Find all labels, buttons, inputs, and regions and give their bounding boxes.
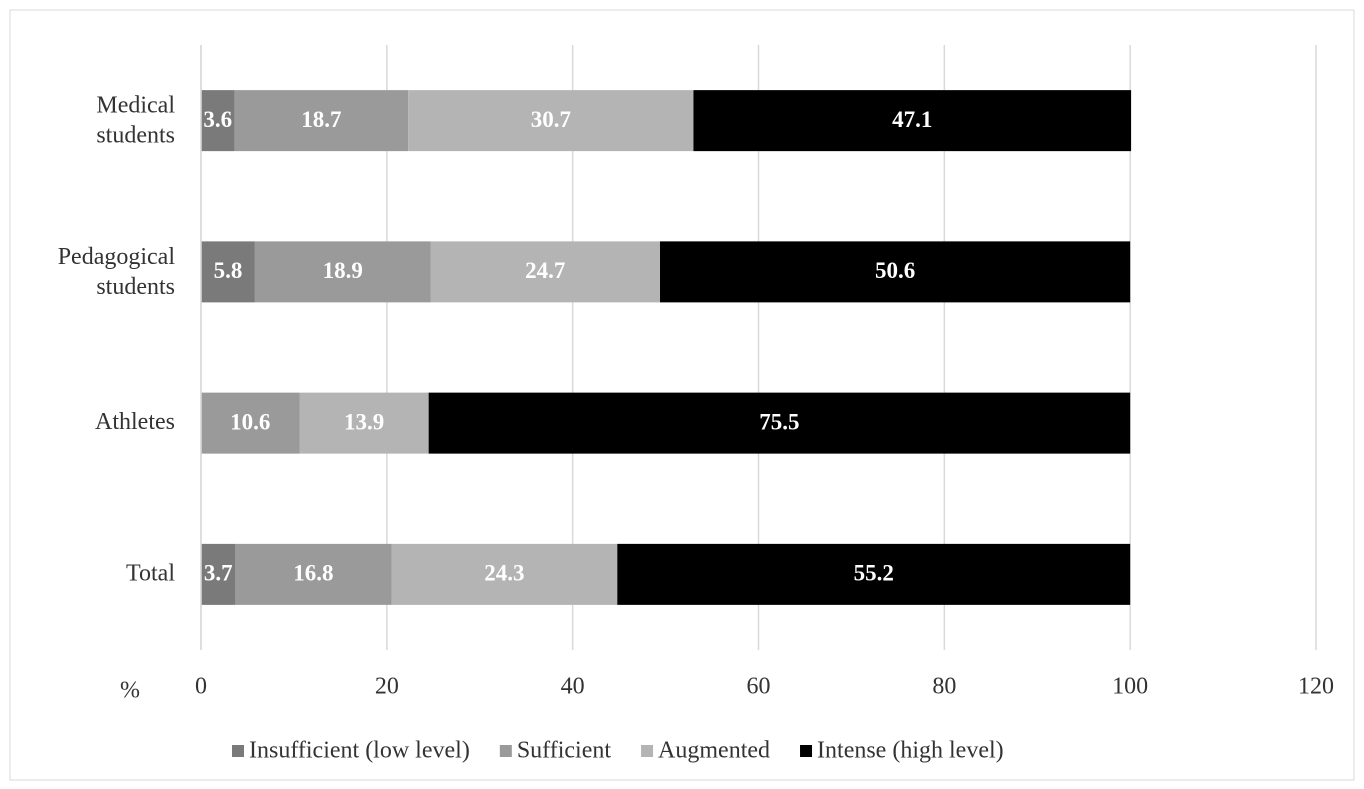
bar-segment bbox=[391, 543, 618, 605]
data-label: 18.7 bbox=[301, 107, 341, 132]
bar-segment bbox=[235, 543, 392, 605]
bar-segment bbox=[254, 241, 431, 303]
x-tick-label: 100 bbox=[1112, 674, 1148, 700]
data-label: 75.5 bbox=[759, 409, 799, 434]
legend-label: Intense (high level) bbox=[817, 738, 1004, 764]
y-tick-label-line: Medical bbox=[96, 92, 175, 118]
y-tick-label: Medical students bbox=[96, 92, 175, 148]
x-tick-label: 20 bbox=[375, 674, 399, 700]
legend-swatch bbox=[800, 745, 813, 757]
y-tick-label: Athletes bbox=[95, 409, 175, 435]
bar-segment bbox=[201, 392, 300, 454]
y-tick-label: Pedagogical students bbox=[58, 243, 176, 299]
x-tick-label: 80 bbox=[932, 674, 956, 700]
bar-segment bbox=[201, 90, 235, 152]
data-label: 5.8 bbox=[214, 258, 243, 283]
x-tick-label: 40 bbox=[561, 674, 585, 700]
bar-segment bbox=[299, 392, 429, 454]
data-label: 50.6 bbox=[875, 258, 915, 283]
data-label: 24.3 bbox=[484, 561, 524, 586]
bar-segment bbox=[234, 90, 409, 152]
bar-segment bbox=[408, 90, 694, 152]
x-axis-label: % bbox=[120, 678, 140, 704]
legend-label: Insufficient (low level) bbox=[249, 738, 470, 764]
bar-segment bbox=[201, 241, 255, 303]
bar-segment bbox=[201, 543, 236, 605]
data-label: 18.9 bbox=[323, 258, 363, 283]
legend-label: Augmented bbox=[658, 738, 770, 764]
data-label: 47.1 bbox=[892, 107, 932, 132]
x-tick-label: 0 bbox=[195, 674, 207, 700]
y-tick-label: Total bbox=[126, 560, 175, 586]
x-tick-label: 120 bbox=[1298, 674, 1334, 700]
data-label: 55.2 bbox=[854, 561, 894, 586]
legend-swatch bbox=[641, 745, 654, 757]
legend-label: Sufficient bbox=[517, 738, 612, 764]
bar-segment bbox=[660, 241, 1131, 303]
data-label: 24.7 bbox=[525, 258, 565, 283]
data-label: 10.6 bbox=[230, 409, 270, 434]
y-tick-label-line: Pedagogical bbox=[58, 243, 176, 269]
bar-segment bbox=[693, 90, 1132, 152]
y-tick-label-line: students bbox=[96, 273, 175, 299]
bar-segment bbox=[430, 241, 661, 303]
bar-segment bbox=[428, 392, 1131, 454]
y-tick-label-line: Athletes bbox=[95, 409, 175, 435]
y-tick-label-line: students bbox=[96, 122, 175, 148]
y-tick-label-line: Total bbox=[126, 560, 175, 586]
data-label: 30.7 bbox=[531, 107, 571, 132]
legend-swatch bbox=[232, 745, 244, 757]
data-label: 16.8 bbox=[293, 561, 333, 586]
data-label: 3.7 bbox=[204, 561, 233, 586]
legend-swatch bbox=[499, 745, 512, 757]
data-label: 3.6 bbox=[203, 107, 232, 132]
bar-segment bbox=[617, 543, 1131, 605]
x-tick-label: 60 bbox=[747, 674, 771, 700]
data-label: 13.9 bbox=[344, 409, 384, 434]
